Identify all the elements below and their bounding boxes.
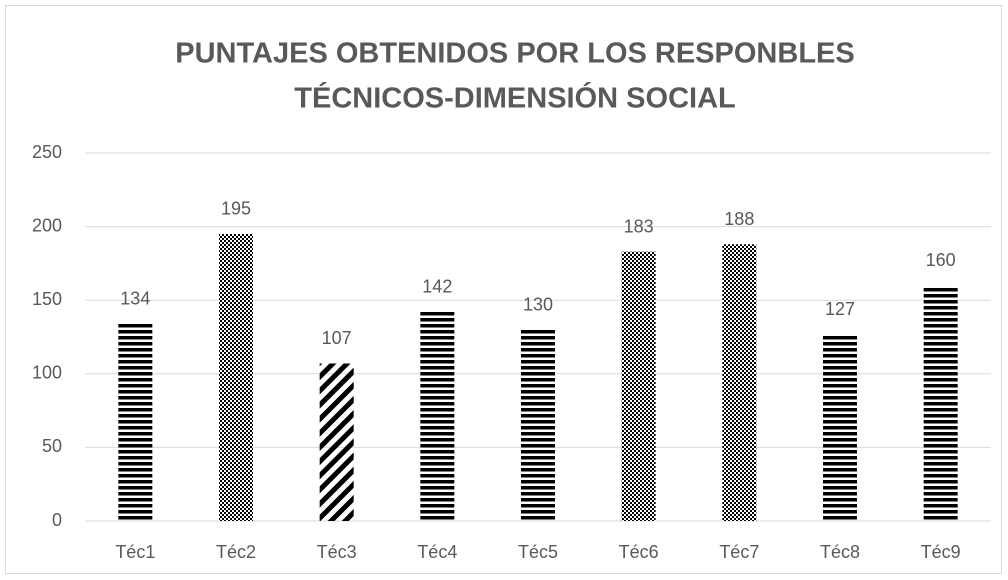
bar <box>621 251 656 521</box>
data-label: 130 <box>523 294 553 314</box>
x-tick-label: Téc1 <box>115 542 155 562</box>
y-tick-label: 200 <box>32 215 62 235</box>
bar <box>319 363 354 521</box>
data-label: 142 <box>422 277 452 297</box>
x-tick-label: Téc9 <box>921 542 961 562</box>
x-tick-label: Téc3 <box>317 542 357 562</box>
data-label: 195 <box>221 199 251 219</box>
x-tick-label: Téc2 <box>216 542 256 562</box>
x-tick-label: Téc7 <box>719 542 759 562</box>
y-tick-label: 150 <box>32 289 62 309</box>
bar <box>521 329 555 521</box>
bar <box>722 244 757 521</box>
data-label: 188 <box>724 209 754 229</box>
data-label: 107 <box>322 328 352 348</box>
data-label: 183 <box>624 216 654 236</box>
chart-title: TÉCNICOS-DIMENSIÓN SOCIAL <box>294 81 735 115</box>
data-label: 160 <box>926 250 956 270</box>
y-tick-label: 250 <box>32 142 62 162</box>
x-tick-label: Téc4 <box>417 542 457 562</box>
x-tick-label: Téc8 <box>820 542 860 562</box>
bar <box>118 323 153 521</box>
data-label: 127 <box>825 299 855 319</box>
chart-title: PUNTAJES OBTENIDOS POR LOS RESPONBLES <box>175 38 854 70</box>
bar <box>823 334 857 521</box>
x-tick-label: Téc6 <box>619 542 659 562</box>
y-tick-label: 50 <box>42 436 62 456</box>
bar <box>923 285 958 521</box>
x-tick-label: Téc5 <box>518 542 558 562</box>
y-tick-label: 100 <box>32 363 62 383</box>
bar <box>420 311 455 521</box>
y-tick-label: 0 <box>52 510 62 530</box>
bar <box>219 233 253 521</box>
data-label: 134 <box>120 289 150 309</box>
